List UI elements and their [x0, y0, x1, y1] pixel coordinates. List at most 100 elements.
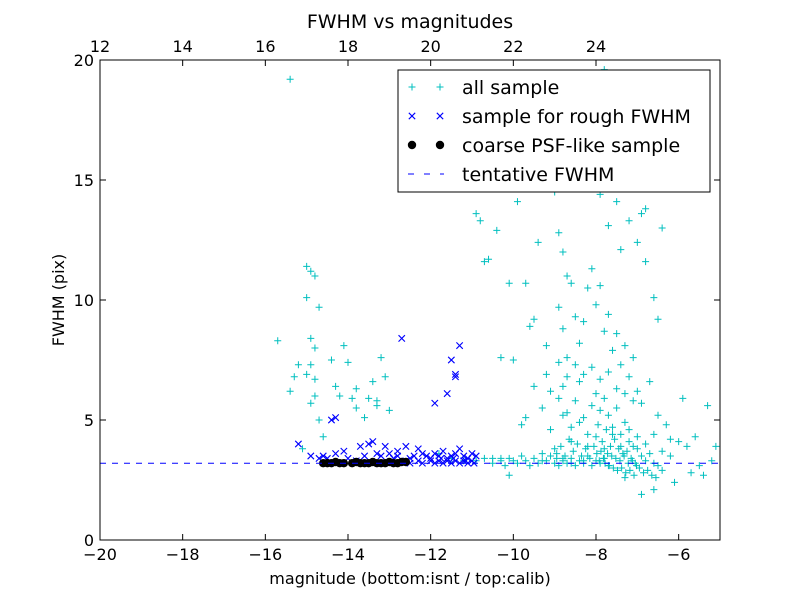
all-sample-point — [620, 452, 628, 460]
all-sample-point — [522, 414, 530, 422]
all-sample-point — [274, 337, 282, 345]
all-sample-point — [559, 454, 567, 462]
all-sample-point — [555, 394, 563, 402]
all-sample-point — [704, 402, 712, 410]
all-sample-point — [602, 426, 610, 434]
all-sample-point — [299, 445, 307, 453]
all-sample-point — [699, 471, 707, 479]
all-sample-point — [559, 325, 567, 333]
rough-fwhm-point — [456, 459, 464, 467]
all-sample-point — [604, 368, 612, 376]
all-sample-point — [600, 327, 608, 335]
all-sample-point — [592, 433, 600, 441]
all-sample-point — [547, 426, 555, 434]
all-sample-point — [571, 462, 579, 470]
all-sample-point — [547, 452, 555, 460]
x-axis-label: magnitude (bottom:isnt / top:calib) — [269, 569, 550, 588]
all-sample-point — [590, 442, 598, 450]
all-sample-point — [633, 238, 641, 246]
all-sample-point — [611, 435, 619, 443]
all-sample-point — [596, 375, 604, 383]
all-sample-point — [644, 466, 652, 474]
rough-fwhm-point — [418, 450, 426, 458]
all-sample-point — [563, 373, 571, 381]
x-tick-label: −18 — [166, 545, 200, 564]
all-sample-point — [588, 363, 596, 371]
all-sample-point — [592, 390, 600, 398]
rough-fwhm-point — [365, 440, 373, 448]
all-sample-point — [675, 438, 683, 446]
all-sample-point — [646, 450, 654, 458]
legend-marker-plus — [408, 83, 416, 91]
all-sample-point — [687, 469, 695, 477]
x-tick-label: −10 — [496, 545, 530, 564]
all-sample-point — [290, 373, 298, 381]
all-sample-point — [613, 385, 621, 393]
rough-fwhm-point — [456, 342, 464, 350]
all-sample-point — [613, 330, 621, 338]
all-sample-point — [547, 387, 555, 395]
rough-fwhm-point — [332, 450, 340, 458]
all-sample-point — [683, 442, 691, 450]
all-sample-point — [708, 457, 716, 465]
all-sample-point — [625, 438, 633, 446]
all-sample-point — [625, 217, 633, 225]
all-sample-point — [575, 339, 583, 347]
chart-marks — [100, 66, 720, 498]
all-sample-point — [637, 452, 645, 460]
all-sample-point — [637, 399, 645, 407]
all-sample-point — [629, 442, 637, 450]
all-sample-point — [575, 378, 583, 386]
rough-fwhm-point — [327, 416, 336, 424]
rough-fwhm-point — [294, 440, 302, 448]
all-sample-point — [327, 356, 335, 364]
all-sample-point — [621, 474, 629, 482]
all-sample-point — [617, 361, 625, 369]
all-sample-point — [691, 433, 699, 441]
all-sample-point — [493, 226, 501, 234]
all-sample-point — [658, 224, 666, 232]
all-sample-point — [621, 342, 629, 350]
series-circle — [319, 457, 411, 468]
all-sample-point — [617, 246, 625, 254]
all-sample-point — [584, 452, 592, 460]
y-tick-label: 0 — [84, 531, 94, 550]
all-sample-point — [311, 344, 319, 352]
all-sample-point — [621, 390, 629, 398]
legend-label: coarse PSF-like sample — [462, 135, 680, 157]
top-tick-label: 16 — [255, 37, 275, 56]
all-sample-point — [613, 466, 621, 474]
all-sample-point — [646, 378, 654, 386]
x-tick-label: −20 — [83, 545, 117, 564]
x-tick-label: −8 — [584, 545, 608, 564]
rough-fwhm-point — [468, 450, 476, 458]
all-sample-point — [652, 474, 660, 482]
all-sample-point — [642, 440, 650, 448]
all-sample-point — [563, 354, 571, 362]
legend-marker-plus — [436, 83, 444, 91]
all-sample-point — [522, 279, 530, 287]
all-sample-point — [352, 385, 360, 393]
rough-fwhm-point — [431, 399, 439, 407]
rough-fwhm-point — [381, 442, 389, 450]
all-sample-point — [551, 445, 559, 453]
all-sample-point — [584, 442, 592, 450]
x-tick-label: −16 — [248, 545, 282, 564]
all-sample-point — [609, 423, 617, 431]
all-sample-point — [567, 279, 575, 287]
all-sample-point — [476, 217, 484, 225]
all-sample-point — [573, 440, 581, 448]
all-sample-point — [553, 454, 561, 462]
all-sample-point — [381, 373, 389, 381]
all-sample-point — [622, 469, 630, 477]
rough-fwhm-point — [449, 454, 457, 462]
all-sample-point — [505, 279, 513, 287]
all-sample-point — [571, 313, 579, 321]
all-sample-point — [633, 445, 641, 453]
all-sample-point — [555, 358, 563, 366]
all-sample-point — [604, 411, 612, 419]
all-sample-point — [472, 210, 480, 218]
all-sample-point — [518, 452, 526, 460]
all-sample-point — [658, 447, 666, 455]
all-sample-point — [538, 457, 546, 465]
